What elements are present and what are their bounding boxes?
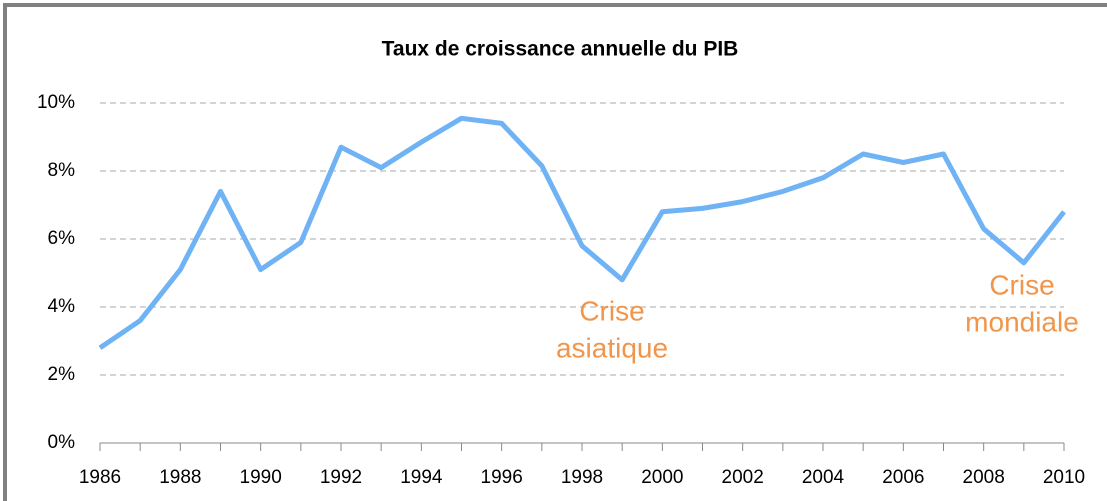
x-tick-label: 2000: [641, 467, 683, 488]
x-tick-label: 1998: [561, 467, 603, 488]
annotation: Crise: [989, 269, 1054, 300]
x-tick-label: 1988: [159, 467, 201, 488]
annotation: mondiale: [965, 306, 1079, 337]
y-tick-label: 4%: [48, 296, 76, 317]
y-tick-label: 6%: [48, 228, 76, 249]
x-tick-label: 2004: [802, 467, 845, 488]
x-tick-label: 2006: [882, 467, 924, 488]
x-tick-label: 1996: [481, 467, 523, 488]
x-tick-label: 1990: [240, 467, 282, 488]
annotation: asiatique: [556, 332, 668, 363]
frame: [3, 3, 1107, 501]
x-tick-label: 1992: [320, 467, 362, 488]
x-tick-label: 2010: [1043, 467, 1085, 488]
chart-title: Taux de croissance annuelle du PIB: [382, 38, 739, 61]
x-tick-label: 1986: [79, 467, 121, 488]
x-tick-label: 1994: [400, 467, 443, 488]
line-series: [98, 115, 1066, 350]
x-tick-label: 2008: [963, 467, 1005, 488]
y-tick-label: 10%: [37, 92, 75, 113]
y-tick-label: 0%: [48, 432, 76, 453]
y-tick-label: 8%: [48, 160, 76, 181]
annotation: Crise: [579, 295, 644, 326]
y-tick-label: 2%: [48, 364, 76, 385]
x-tick-label: 2002: [722, 467, 764, 488]
